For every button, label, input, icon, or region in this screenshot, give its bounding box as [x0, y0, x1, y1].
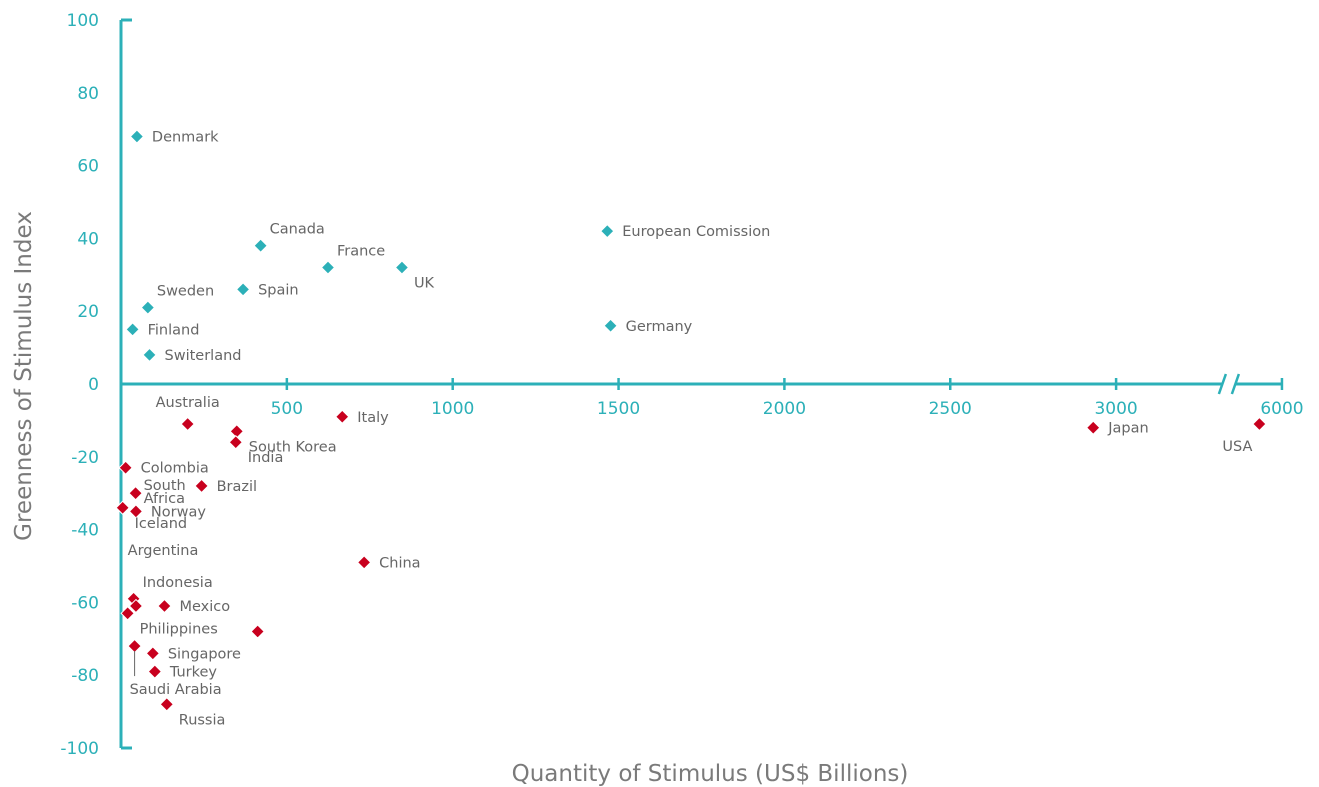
- x-tick-label: 2500: [929, 399, 972, 419]
- data-point: [600, 223, 615, 239]
- data-point: [128, 504, 144, 519]
- y-tick-label: 40: [77, 229, 99, 249]
- point-label: Denmark: [152, 129, 219, 145]
- data-point: [128, 485, 143, 501]
- data-point: [194, 478, 209, 494]
- point-label: Russia: [179, 712, 226, 728]
- point-label: Saudi Arabia: [130, 682, 222, 698]
- data-points: [115, 129, 1267, 712]
- data-point: [320, 260, 336, 275]
- data-point: [1252, 416, 1267, 432]
- point-label: Norway: [151, 504, 206, 520]
- data-point: [142, 347, 157, 363]
- x-tick-label: 3000: [1094, 399, 1137, 419]
- data-point: [128, 598, 144, 614]
- point-label: Italy: [357, 410, 389, 426]
- x-tick-label: 1000: [431, 399, 474, 419]
- data-point: [356, 555, 372, 570]
- point-label: Philippines: [140, 621, 218, 637]
- point-label: Spain: [258, 282, 299, 298]
- data-point: [127, 638, 142, 654]
- point-label: South Korea: [249, 439, 337, 455]
- y-tick-label: 20: [77, 302, 99, 322]
- data-point: [250, 624, 265, 639]
- point-label: Sweden: [157, 284, 214, 300]
- y-tick-label: 0: [88, 375, 99, 395]
- y-tick-label: -60: [71, 593, 99, 613]
- point-label: Argentina: [128, 543, 199, 559]
- point-label: Indonesia: [143, 575, 213, 591]
- y-tick-label: -80: [71, 666, 99, 686]
- point-labels: Denmark Canada France UK European Comission G…: [128, 129, 1253, 728]
- data-point: [253, 238, 268, 253]
- point-label: Africa: [144, 491, 185, 507]
- ticks: 500 1000 1500 2000 2500 3000 6000 100 80 60 40 20 0 -…: [60, 11, 1303, 759]
- x-tick-label: 500: [271, 399, 303, 419]
- point-label: Brazil: [217, 479, 257, 495]
- x-axis-title: Quantity of Stimulus (US$ Billions): [512, 761, 909, 787]
- data-point: [1086, 420, 1101, 435]
- x-tick-label: 1500: [597, 399, 640, 419]
- data-point: [157, 598, 172, 614]
- data-point: [118, 460, 133, 475]
- data-point: [335, 409, 350, 424]
- y-tick-label: 100: [67, 11, 99, 31]
- point-label: India: [248, 450, 284, 466]
- data-point: [140, 300, 156, 315]
- point-label: France: [337, 244, 385, 260]
- point-label: Canada: [270, 222, 325, 238]
- point-label: Mexico: [179, 599, 230, 615]
- y-tick-label: 60: [77, 157, 99, 177]
- data-point: [125, 322, 140, 337]
- point-label: Germany: [626, 319, 693, 335]
- x-tick-label: 6000: [1260, 399, 1303, 419]
- data-point: [235, 282, 251, 297]
- y-tick-label: -20: [71, 448, 99, 468]
- axis-break-mark: [1230, 373, 1241, 395]
- point-label: Turkey: [169, 665, 218, 681]
- point-label: Singapore: [168, 646, 241, 662]
- data-point: [228, 435, 243, 450]
- y-tick-label: -100: [60, 739, 99, 759]
- point-label: USA: [1222, 439, 1252, 455]
- y-tick-label: 80: [77, 84, 99, 104]
- data-point: [145, 646, 161, 661]
- data-point: [147, 664, 163, 679]
- data-point: [129, 129, 145, 144]
- point-label: UK: [414, 276, 435, 292]
- point-label: European Comission: [622, 224, 770, 240]
- point-label: Iceland: [135, 516, 187, 532]
- point-label: Switerland: [165, 348, 242, 364]
- y-tick-label: -40: [71, 521, 99, 541]
- axis-break-mark: [1217, 373, 1228, 395]
- data-point: [180, 416, 195, 432]
- point-label: South: [144, 478, 186, 494]
- y-axis-title: Greenness of Stimulus Index: [11, 211, 37, 541]
- point-label: Japan: [1107, 421, 1148, 437]
- data-point: [120, 606, 135, 621]
- data-point: [603, 318, 618, 333]
- axes: [119, 18, 1282, 750]
- data-point: [394, 260, 410, 275]
- point-label: Australia: [156, 395, 220, 411]
- data-point: [115, 500, 130, 515]
- point-label: Colombia: [141, 461, 209, 477]
- data-point: [229, 424, 244, 439]
- point-label: Finland: [148, 322, 200, 338]
- x-tick-label: 2000: [763, 399, 806, 419]
- point-label: China: [379, 555, 420, 571]
- data-point: [159, 697, 174, 712]
